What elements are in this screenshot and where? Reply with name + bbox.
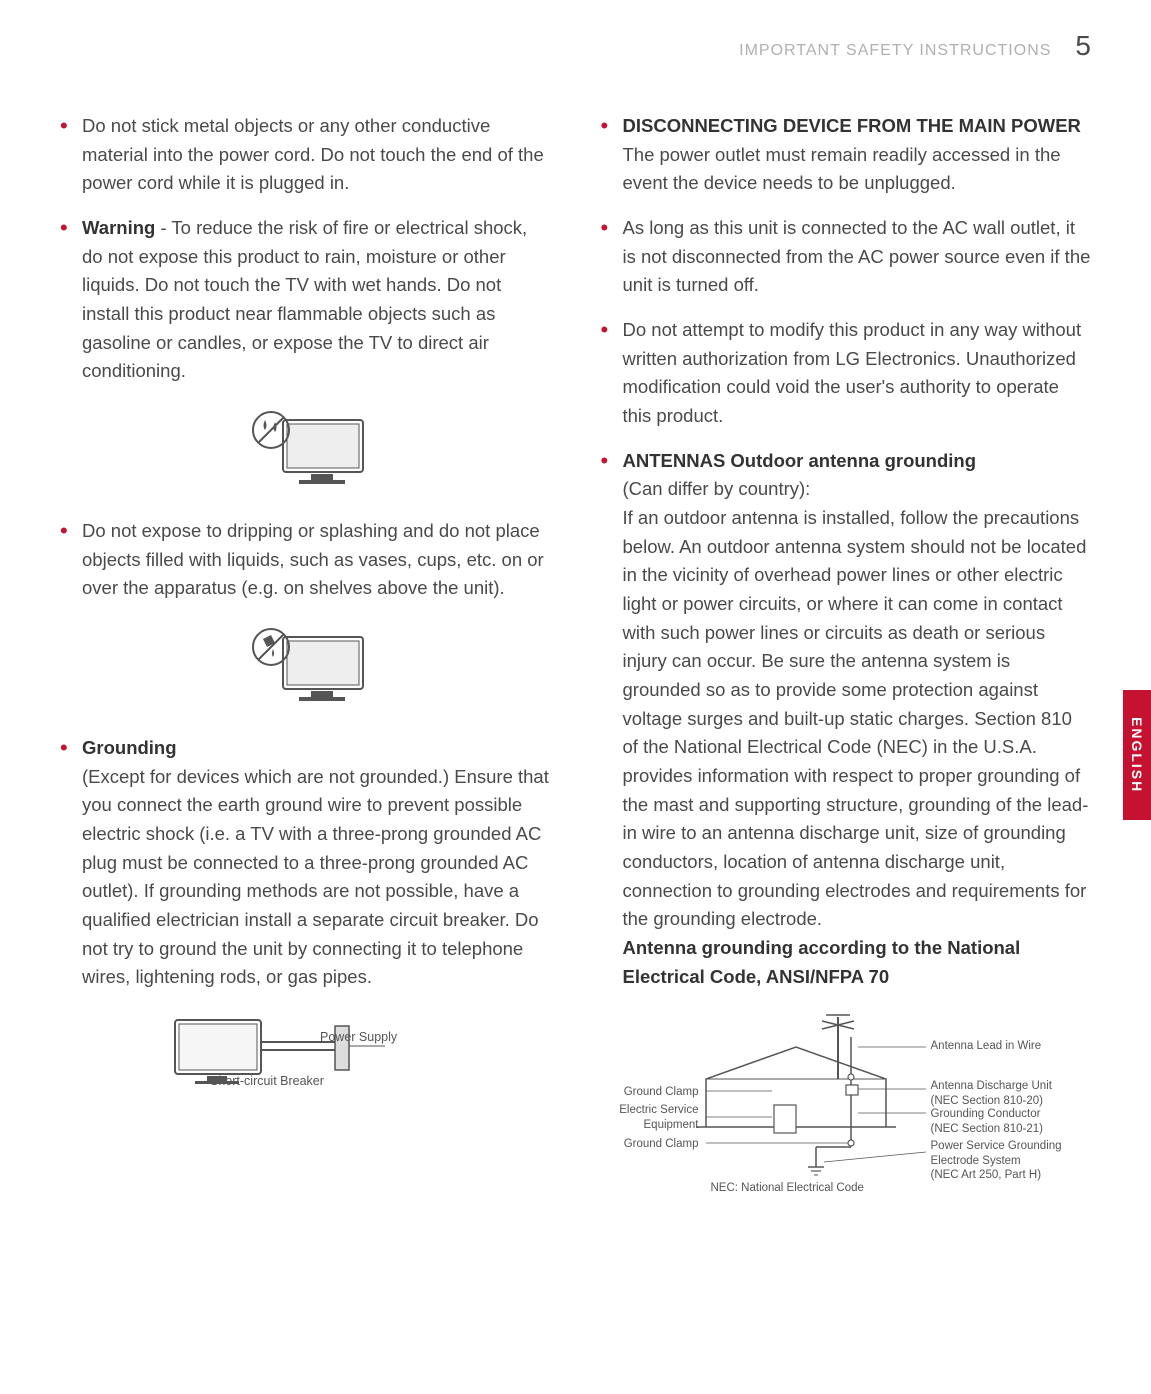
disconnect-title: DISCONNECTING DEVICE FROM THE MAIN POWER bbox=[623, 115, 1081, 136]
right-column: DISCONNECTING DEVICE FROM THE MAIN POWER… bbox=[601, 112, 1092, 1197]
warning-connector: - bbox=[155, 217, 171, 238]
left-column: Do not stick metal objects or any other … bbox=[60, 112, 551, 1197]
grounding-label: Grounding bbox=[82, 737, 177, 758]
antennas-subtitle: (Can differ by country): bbox=[623, 478, 811, 499]
language-tab: ENGLISH bbox=[1123, 690, 1151, 820]
grounding-text: (Except for devices which are not ground… bbox=[82, 766, 549, 988]
modify-text: Do not attempt to modify this product in… bbox=[623, 319, 1082, 426]
page-number: 5 bbox=[1075, 30, 1091, 62]
grounding-diagram: Power Supply Short-circuit Breaker bbox=[60, 1008, 551, 1098]
header-title: IMPORTANT SAFETY INSTRUCTIONS bbox=[739, 42, 1051, 60]
safety-item: Warning - To reduce the risk of fire or … bbox=[60, 214, 551, 386]
no-splash-diagram bbox=[60, 619, 551, 714]
ground-clamp-label-2: Ground Clamp bbox=[613, 1137, 699, 1151]
antennas-body: If an outdoor antenna is installed, foll… bbox=[623, 507, 1089, 929]
safety-item: Do not stick metal objects or any other … bbox=[60, 112, 551, 198]
breaker-label: Short-circuit Breaker bbox=[210, 1074, 324, 1088]
discharge-unit-label: Antenna Discharge Unit (NEC Section 810-… bbox=[931, 1079, 1052, 1108]
grounding-conductor-label: Grounding Conductor (NEC Section 810-21) bbox=[931, 1107, 1044, 1136]
antennas-code-title: Antenna grounding according to the Natio… bbox=[623, 937, 1021, 987]
tv-water-icon bbox=[235, 402, 375, 492]
power-supply-label: Power Supply bbox=[320, 1030, 397, 1044]
nec-note-label: NEC: National Electrical Code bbox=[711, 1181, 864, 1195]
safety-item: DISCONNECTING DEVICE FROM THE MAIN POWER… bbox=[601, 112, 1092, 198]
antennas-title: ANTENNAS Outdoor antenna grounding bbox=[623, 450, 977, 471]
safety-item: Do not expose to dripping or splashing a… bbox=[60, 517, 551, 603]
safety-text: Do not stick metal objects or any other … bbox=[82, 115, 544, 193]
safety-item: As long as this unit is connected to the… bbox=[601, 214, 1092, 300]
body-columns: Do not stick metal objects or any other … bbox=[60, 112, 1091, 1197]
ac-text: As long as this unit is connected to the… bbox=[623, 217, 1091, 295]
page-header: IMPORTANT SAFETY INSTRUCTIONS 5 bbox=[60, 30, 1091, 62]
warning-label: Warning bbox=[82, 217, 155, 238]
warning-text: To reduce the risk of fire or electrical… bbox=[82, 217, 527, 381]
disconnect-text: The power outlet must remain readily acc… bbox=[623, 144, 1061, 194]
power-electrode-label: Power Service Grounding Electrode System… bbox=[931, 1139, 1062, 1182]
ground-clamp-label-1: Ground Clamp bbox=[613, 1085, 699, 1099]
splash-text: Do not expose to dripping or splashing a… bbox=[82, 520, 544, 598]
antenna-lead-label: Antenna Lead in Wire bbox=[931, 1039, 1042, 1053]
page-container: IMPORTANT SAFETY INSTRUCTIONS 5 Do not s… bbox=[0, 0, 1151, 1227]
safety-item: Do not attempt to modify this product in… bbox=[601, 316, 1092, 431]
safety-item: Grounding (Except for devices which are … bbox=[60, 734, 551, 992]
electric-service-label: Electric Service Equipment bbox=[613, 1103, 699, 1132]
tv-splash-icon bbox=[235, 619, 375, 709]
no-water-diagram bbox=[60, 402, 551, 497]
safety-item: ANTENNAS Outdoor antenna grounding (Can … bbox=[601, 447, 1092, 992]
language-label: ENGLISH bbox=[1129, 717, 1145, 793]
antenna-grounding-diagram: Antenna Lead in Wire Antenna Discharge U… bbox=[601, 1007, 1092, 1197]
